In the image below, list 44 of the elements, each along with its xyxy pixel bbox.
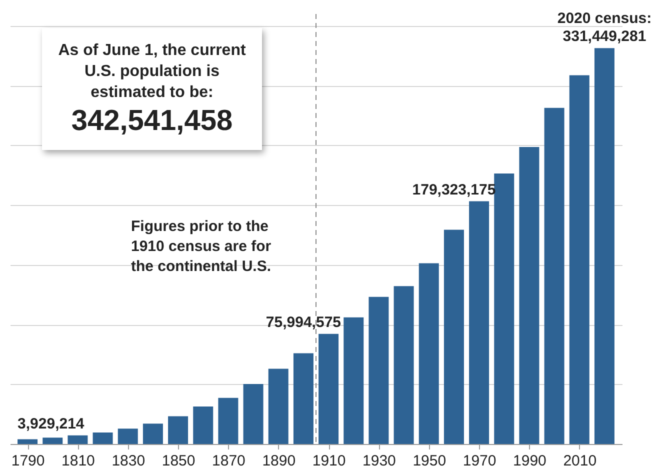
bar [42,438,63,444]
x-tick-label: 1830 [112,452,146,468]
bar [444,230,464,444]
bar [68,435,88,444]
x-tick-label: 1990 [513,452,546,468]
bar [293,353,314,444]
bar [344,317,364,444]
bar [519,146,540,444]
annotation: As of June 1, the current U.S. population is estimated to be: [57,41,247,103]
bar [594,48,614,444]
bar [544,108,564,444]
bar [243,384,264,444]
bar [92,432,113,444]
data-label: 75,994,575 [266,314,341,331]
annotation: 342,541,458 [70,105,234,138]
bar [569,75,590,444]
bar [368,296,389,444]
x-tick-label: 2010 [563,452,597,468]
x-tick-label: 1850 [162,452,196,468]
bar [168,416,188,444]
x-tick-label: 1810 [62,452,95,468]
x-tick-label: 1950 [412,452,446,468]
callout-box: As of June 1, the current U.S. population is estimated to be: 342,541,458 [42,28,262,150]
data-label: 331,449,281 [562,28,646,46]
data-label: 3,929,214 [18,415,85,432]
x-tick-label: 1910 [312,452,346,468]
bar [118,428,138,444]
bar [268,368,288,444]
annotation: 2020 census: [557,10,652,28]
x-tick-label: 1890 [262,452,296,468]
x-tick-label: 1790 [11,452,45,468]
bar [469,201,490,444]
x-tick-label: 1930 [362,452,396,468]
bar [318,334,339,444]
bar [494,173,514,444]
bar [394,286,414,444]
bar [142,424,163,444]
bar [18,439,38,444]
bar [218,398,238,444]
x-tick-label: 1870 [212,452,246,468]
bar [418,263,439,444]
ref-line-label: Figures prior to the 1910 census are for the continental U.S. [131,218,272,275]
x-tick-label: 1970 [462,452,496,468]
bar [193,406,214,444]
